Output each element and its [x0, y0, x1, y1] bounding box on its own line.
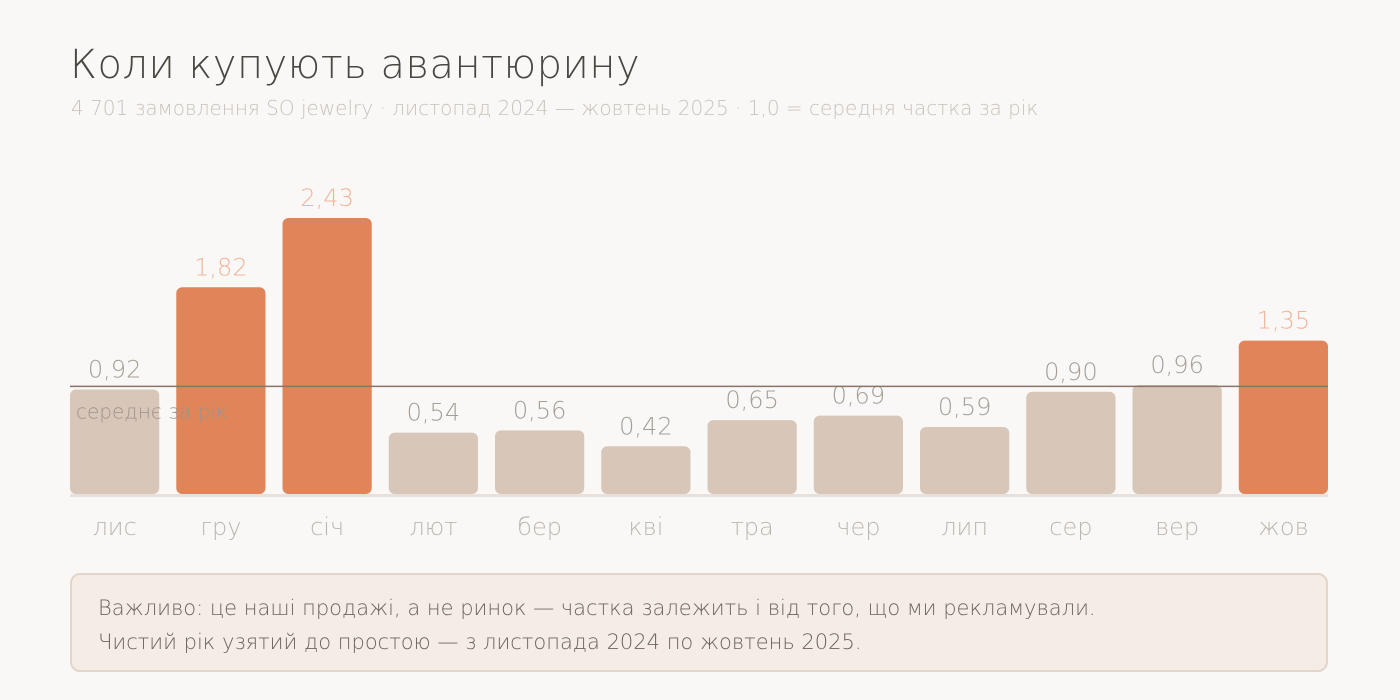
note-line-2: Чистий рік узятий до простою — з листопа…	[98, 630, 862, 654]
value-label-жов: 1,35	[1257, 307, 1310, 335]
bar-січ	[282, 218, 372, 494]
bar-бер	[495, 430, 585, 494]
bar-тра	[707, 420, 797, 494]
value-label-тра: 0,65	[725, 386, 778, 414]
x-tick-label-чер: чер	[836, 513, 880, 541]
reference-line-label: середнє за рік	[76, 399, 228, 423]
bar-лют	[388, 432, 478, 494]
bar-чер	[813, 415, 903, 494]
x-tick-label-вер: вер	[1155, 513, 1199, 541]
x-tick-label-січ: січ	[310, 513, 344, 541]
bar-chart: 0,92 лис 1,82 гру 2,43 січ 0,54 лют 0,56 бер 0,42 к…	[70, 184, 1328, 541]
value-label-січ: 2,43	[300, 184, 353, 212]
x-tick-label-бер: бер	[517, 513, 562, 541]
x-tick-label-лют: лют	[409, 513, 457, 541]
x-tick-label-лип: лип	[941, 513, 988, 541]
chart-title: Коли купують авантюрину	[70, 42, 641, 88]
bar-лип	[920, 426, 1010, 494]
x-tick-label-тра: тра	[731, 513, 774, 541]
value-label-лют: 0,54	[407, 399, 460, 427]
bar-сер	[1026, 391, 1116, 494]
value-label-лис: 0,92	[88, 356, 141, 384]
bar-лис	[70, 389, 160, 494]
note-box: Важливо: це наші продажі, а не ринок — ч…	[70, 573, 1328, 672]
value-label-сер: 0,90	[1044, 358, 1097, 386]
note-line-1: Важливо: це наші продажі, а не ринок — ч…	[98, 596, 1096, 620]
value-label-кві: 0,42	[619, 412, 672, 440]
bar-кві	[601, 446, 691, 494]
bar-гру	[176, 287, 266, 494]
value-label-вер: 0,96	[1150, 351, 1203, 379]
bar-жов	[1238, 340, 1328, 494]
x-tick-label-сер: сер	[1049, 513, 1092, 541]
x-tick-label-лис: лис	[92, 513, 136, 541]
x-tick-label-гру: гру	[200, 513, 241, 541]
value-label-бер: 0,56	[513, 396, 566, 424]
value-label-лип: 0,59	[938, 393, 991, 421]
bar-вер	[1132, 384, 1222, 494]
x-tick-label-кві: кві	[628, 513, 663, 541]
chart-subtitle: 4 701 замовлення SO jewelry · листопад 2…	[71, 96, 1039, 120]
value-label-гру: 1,82	[194, 253, 247, 281]
x-tick-label-жов: жов	[1258, 513, 1309, 541]
